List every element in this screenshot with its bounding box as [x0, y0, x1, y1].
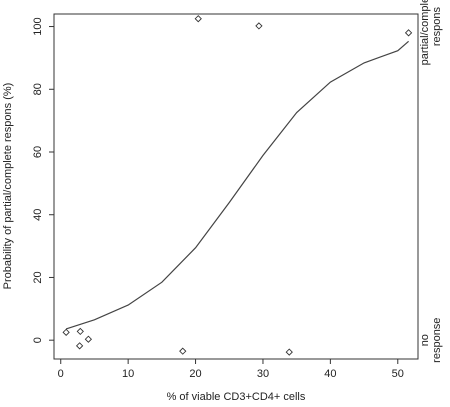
x-tick-label: 10: [122, 368, 134, 380]
data-points: [62, 15, 413, 356]
data-point: [285, 348, 293, 356]
y-tick-label: 40: [32, 209, 44, 221]
x-tick-label: 20: [189, 368, 201, 380]
data-point: [255, 22, 263, 30]
data-point: [62, 328, 70, 336]
right-axis-label: no: [419, 334, 431, 346]
data-point: [76, 327, 84, 336]
data-point: [75, 342, 84, 350]
y-tick-label: 100: [32, 17, 44, 35]
y-tick-label: 60: [32, 146, 44, 158]
x-tick-label: 50: [392, 368, 404, 380]
data-point: [84, 335, 93, 343]
y-axis-label: Probability of partial/complete respons …: [2, 83, 14, 290]
right-axis-labels: partial/complete respons no response: [419, 0, 443, 363]
right-axis-label: respons: [431, 6, 443, 46]
data-point: [404, 29, 413, 37]
y-axis: 0 20 40 60 80 100: [32, 17, 54, 343]
y-tick-label: 0: [32, 337, 44, 343]
y-tick-label: 20: [32, 271, 44, 283]
plot-frame: [53, 13, 419, 360]
x-tick-label: 30: [257, 368, 269, 380]
right-axis-label: partial/complete: [419, 0, 431, 65]
x-axis: 0 10 20 30 40 50: [58, 359, 404, 380]
x-tick-label: 0: [58, 368, 64, 380]
data-point: [179, 347, 187, 355]
data-point: [194, 15, 202, 23]
x-axis-label: % of viable CD3+CD4+ cells: [167, 391, 306, 403]
x-tick-label: 40: [324, 368, 336, 380]
right-axis-label: response: [431, 318, 443, 363]
logistic-fit-curve: [65, 40, 409, 330]
y-tick-label: 80: [32, 83, 44, 95]
